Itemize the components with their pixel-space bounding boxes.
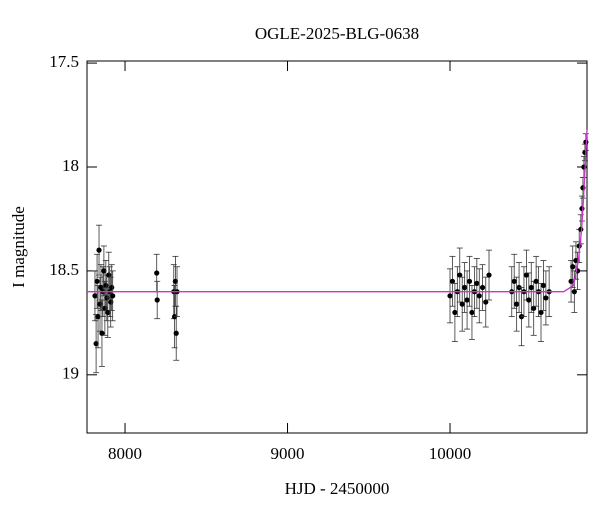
chart-title: OGLE-2025-BLG-0638 <box>255 24 419 43</box>
data-point <box>98 284 104 291</box>
data-point <box>94 278 100 284</box>
data-point <box>474 280 480 286</box>
data-point <box>459 301 465 307</box>
data-point <box>479 284 486 291</box>
data-point <box>486 272 492 278</box>
data-point <box>533 278 539 284</box>
data-point <box>476 293 482 299</box>
data-point <box>570 264 576 270</box>
data-point <box>466 278 473 284</box>
data-point <box>449 278 456 284</box>
data-point <box>543 295 549 301</box>
data-point <box>93 341 99 347</box>
data-point <box>109 284 115 291</box>
data-point <box>95 314 101 320</box>
data-point <box>110 293 116 299</box>
data-point <box>452 309 458 316</box>
data-point <box>99 330 105 336</box>
data-point <box>464 297 470 303</box>
x-tick-label: 8000 <box>108 444 142 463</box>
y-tick-label: 18 <box>62 156 79 175</box>
data-point <box>154 297 160 303</box>
x-tick-label: 10000 <box>429 444 472 463</box>
data-point <box>92 293 98 299</box>
data-point <box>462 284 468 291</box>
data-point <box>523 272 529 278</box>
y-tick-label: 18.5 <box>49 260 79 279</box>
data-point <box>173 330 179 336</box>
data-point <box>447 293 453 299</box>
data-point <box>526 297 532 303</box>
data-point <box>528 284 534 291</box>
model-curve <box>87 129 588 293</box>
data-point <box>579 205 585 212</box>
data-point <box>96 247 102 253</box>
data-point <box>540 282 547 289</box>
x-tick-label: 9000 <box>271 444 305 463</box>
data-point <box>469 309 475 316</box>
data-point <box>101 268 107 274</box>
y-tick-label: 17.5 <box>49 52 79 71</box>
data-point <box>511 278 517 284</box>
y-tick-label: 19 <box>62 364 79 383</box>
plot-frame <box>86 60 588 434</box>
data-point <box>105 309 111 316</box>
x-axis-label: HJD - 2450000 <box>285 479 390 498</box>
data-point <box>514 301 520 307</box>
data-point <box>457 272 463 278</box>
data-point <box>538 309 544 316</box>
y-axis-label: I magnitude <box>9 206 28 288</box>
data-point <box>154 270 160 276</box>
data-point <box>531 305 537 311</box>
data-point <box>483 299 489 305</box>
data-point <box>571 289 577 295</box>
